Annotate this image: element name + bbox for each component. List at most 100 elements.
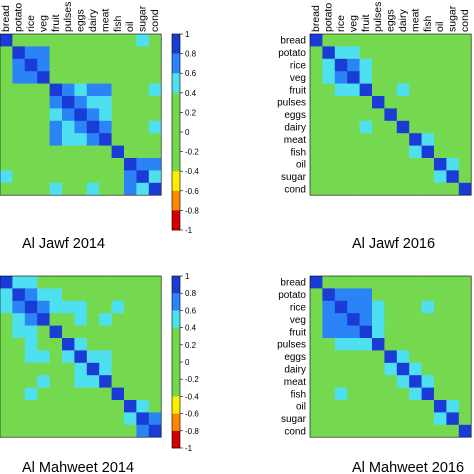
heatmap-panel-al-jawf-2014: bread potato rice veg fruit pulses eggs dairy me…	[0, 2, 162, 252]
heatmap-cell	[458, 325, 472, 339]
heatmap-cell	[148, 120, 162, 134]
heatmap-cell	[458, 58, 472, 72]
heatmap-cell	[74, 288, 88, 302]
heatmap-cell	[347, 58, 360, 72]
heatmap-cell	[347, 375, 360, 388]
heatmap-cell	[372, 338, 385, 351]
heatmap-cell	[0, 170, 13, 184]
heatmap-cell	[421, 46, 435, 60]
heatmap-cell	[86, 276, 100, 289]
heatmap-cell	[396, 96, 410, 109]
heatmap-cell	[446, 276, 460, 289]
heatmap-cell	[310, 145, 323, 159]
heatmap-cell	[0, 313, 13, 326]
heatmap-cell	[310, 133, 323, 146]
heatmap-cell	[0, 133, 13, 146]
heatmap-cell	[396, 108, 410, 122]
heatmap-cell	[421, 424, 435, 438]
heatmap-cell	[384, 34, 398, 47]
heatmap-cell	[458, 288, 472, 302]
heatmap-cell	[24, 412, 38, 426]
heatmap-cell	[148, 325, 162, 339]
heatmap-cell	[74, 34, 88, 47]
heatmap-cell	[74, 170, 88, 184]
heatmap-cell	[347, 362, 360, 376]
heatmap-cell	[24, 145, 38, 159]
heatmap-cell	[0, 34, 13, 47]
heatmap-cell	[347, 145, 360, 159]
heatmap-cell	[409, 182, 422, 196]
heatmap-cell	[384, 158, 398, 171]
heatmap-cell	[421, 158, 435, 171]
heatmap-cell	[359, 46, 373, 60]
heatmap-cell	[446, 170, 460, 184]
colorbar-segment	[172, 73, 180, 94]
heatmap-cell	[86, 182, 100, 196]
heatmap-cell	[347, 71, 360, 84]
heatmap-cell	[24, 424, 38, 438]
heatmap-cell	[62, 58, 75, 72]
heatmap-cell	[124, 71, 137, 84]
heatmap-cell	[99, 387, 112, 401]
heatmap-cell	[148, 288, 162, 302]
heatmap-cell	[396, 400, 410, 413]
heatmap-cell	[62, 71, 75, 84]
heatmap-cell	[74, 96, 88, 109]
heatmap-cell	[148, 350, 162, 364]
heatmap-cell	[74, 300, 88, 314]
heatmap-cell	[322, 325, 336, 339]
heatmap-cell	[434, 120, 447, 134]
heatmap-cell	[384, 300, 398, 314]
heatmap-cell	[421, 325, 435, 339]
heatmap-cell	[86, 133, 100, 146]
column-label: bread	[310, 5, 322, 32]
heatmap-cell	[434, 58, 447, 72]
row-label: potato	[278, 290, 306, 301]
heatmap-cell	[396, 145, 410, 159]
row-label: meat	[284, 135, 306, 146]
column-label: potato	[13, 3, 25, 32]
heatmap-cell	[409, 300, 422, 314]
heatmap-cell	[99, 313, 112, 326]
heatmap-cell	[458, 182, 472, 196]
column-label: rice	[335, 15, 347, 32]
heatmap-cell	[421, 313, 435, 326]
heatmap-cell	[434, 375, 447, 388]
heatmap-cell	[458, 412, 472, 426]
heatmap-cell	[334, 338, 348, 351]
heatmap-cell	[458, 338, 472, 351]
heatmap-cell	[49, 424, 63, 438]
heatmap-cell	[99, 182, 112, 196]
heatmap-cell	[136, 108, 150, 122]
heatmap-cell	[372, 170, 385, 184]
heatmap-cell	[310, 34, 323, 47]
heatmap-cell	[99, 338, 112, 351]
heatmap-cell	[396, 288, 410, 302]
heatmap-cell	[446, 325, 460, 339]
heatmap-cell	[0, 350, 13, 364]
heatmap-cell	[384, 325, 398, 339]
heatmap-cell	[37, 424, 50, 438]
colorbar-segment	[172, 53, 180, 74]
heatmap-cell	[421, 412, 435, 426]
heatmap-cell	[37, 182, 50, 196]
heatmap-cell	[446, 108, 460, 122]
heatmap-cell	[421, 288, 435, 302]
heatmap-cell	[12, 158, 26, 171]
heatmap-cell	[86, 424, 100, 438]
heatmap-cell	[0, 424, 13, 438]
heatmap-cell	[372, 120, 385, 134]
heatmap-cell	[446, 350, 460, 364]
heatmap-cell	[322, 34, 336, 47]
colorbar-tick-label: -0.8	[185, 206, 199, 215]
heatmap-cell	[124, 170, 137, 184]
heatmap-cell	[0, 412, 13, 426]
heatmap-cell	[62, 158, 75, 171]
heatmap-cell	[409, 158, 422, 171]
heatmap-cell	[74, 145, 88, 159]
heatmap-cell	[37, 400, 50, 413]
heatmap-cell	[148, 400, 162, 413]
heatmap-cell	[359, 387, 373, 401]
colorbar-tick-label: 0.6	[185, 69, 197, 78]
